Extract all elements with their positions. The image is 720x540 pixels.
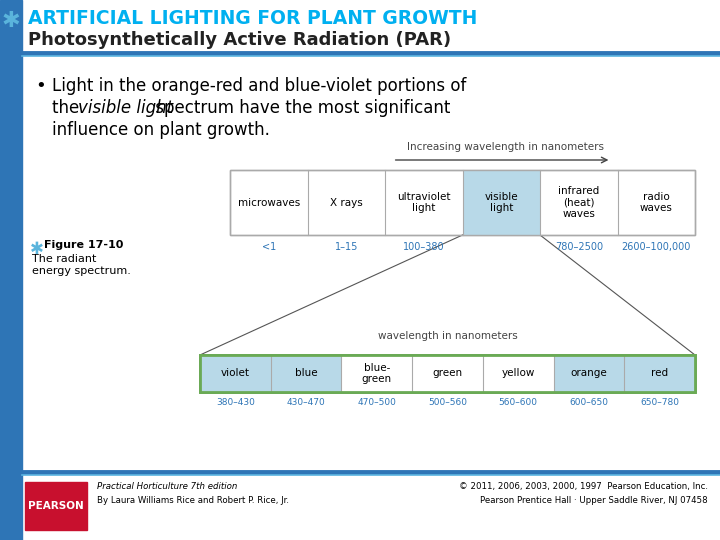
Text: The radiant: The radiant [32,254,96,264]
Text: blue: blue [294,368,318,379]
Text: red: red [651,368,668,379]
Text: 1–15: 1–15 [335,242,358,252]
Bar [271,355,341,392]
Text: 600–650: 600–650 [570,398,608,407]
Text: wavelength in nanometers: wavelength in nanometers [377,331,518,341]
Text: X rays: X rays [330,198,363,207]
Text: influence on plant growth.: influence on plant growth. [52,121,270,139]
Text: microwaves: microwaves [238,198,300,207]
Text: infrared
(heat)
waves: infrared (heat) waves [558,186,599,219]
Bar [483,355,554,392]
Bar [200,355,695,392]
Text: 100–380: 100–380 [403,242,444,252]
Text: 780–2500: 780–2500 [554,242,603,252]
Text: 2600–100,000: 2600–100,000 [621,242,691,252]
Text: 500–560: 500–560 [428,398,467,407]
Text: ARTIFICIAL LIGHTING FOR PLANT GROWTH: ARTIFICIAL LIGHTING FOR PLANT GROWTH [28,9,477,28]
Text: visible
light: visible light [485,192,518,213]
Bar [200,355,695,392]
Text: 470–500: 470–500 [357,398,396,407]
Text: •: • [35,77,46,95]
Bar [554,355,624,392]
Text: <1: <1 [261,242,276,252]
Bar [624,355,695,392]
Text: By Laura Williams Rice and Robert P. Rice, Jr.: By Laura Williams Rice and Robert P. Ric… [97,496,289,505]
Text: ✱: ✱ [30,240,44,258]
Text: ultraviolet
light: ultraviolet light [397,192,451,213]
Text: radio
waves: radio waves [640,192,672,213]
Text: the: the [52,99,84,117]
Text: 560–600: 560–600 [499,398,538,407]
Bar [341,355,412,392]
Text: Figure 17-10: Figure 17-10 [44,240,123,250]
Bar [230,170,695,235]
Text: Photosynthetically Active Radiation (PAR): Photosynthetically Active Radiation (PAR… [28,31,451,49]
Text: spectrum have the most significant: spectrum have the most significant [150,99,451,117]
Bar [412,355,483,392]
Text: 380–430: 380–430 [216,398,255,407]
Text: 650–780: 650–780 [640,398,679,407]
Text: © 2011, 2006, 2003, 2000, 1997  Pearson Education, Inc.: © 2011, 2006, 2003, 2000, 1997 Pearson E… [459,482,708,491]
Text: Practical Horticulture 7th edition: Practical Horticulture 7th edition [97,482,238,491]
Text: PEARSON: PEARSON [28,501,84,511]
Text: orange: orange [570,368,607,379]
Text: Pearson Prentice Hall · Upper Saddle River, NJ 07458: Pearson Prentice Hall · Upper Saddle Riv… [480,496,708,505]
Text: violet: violet [221,368,250,379]
Text: energy spectrum.: energy spectrum. [32,266,131,276]
Bar [462,170,540,235]
Text: 430–470: 430–470 [287,398,325,407]
Text: visible light: visible light [78,99,173,117]
Text: yellow: yellow [502,368,535,379]
Text: blue-
green: blue- green [361,363,392,384]
Bar [0,0,22,540]
Bar [230,170,695,235]
Text: Increasing wavelength in nanometers: Increasing wavelength in nanometers [407,142,603,152]
Bar [200,355,271,392]
Text: Light in the orange-red and blue-violet portions of: Light in the orange-red and blue-violet … [52,77,467,95]
Text: green: green [433,368,462,379]
Text: ✱: ✱ [1,11,20,31]
Bar [25,482,87,530]
